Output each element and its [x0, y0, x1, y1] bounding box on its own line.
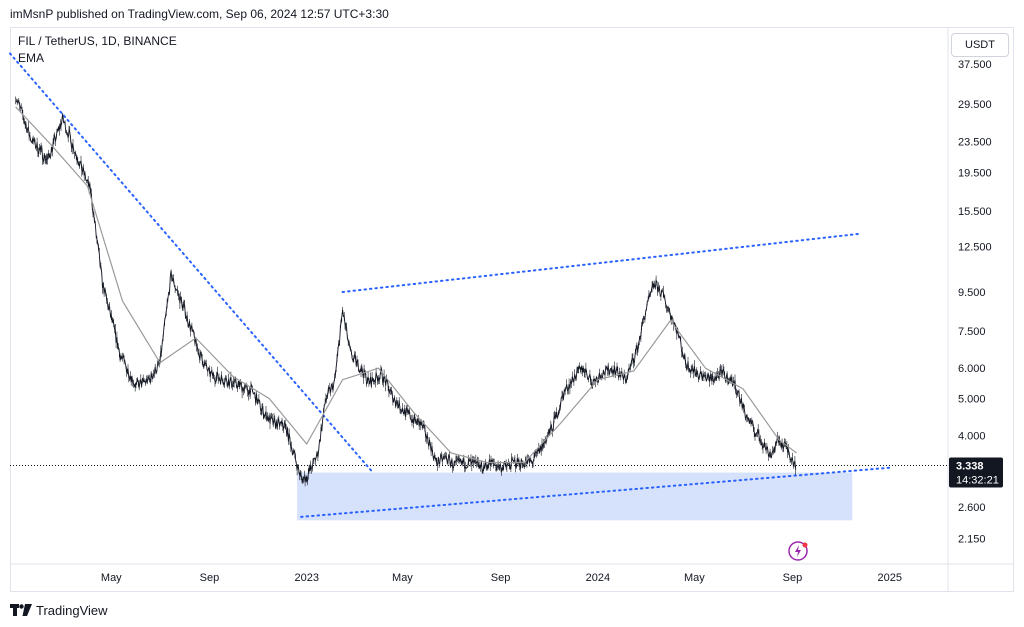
x-tick-label: May: [392, 572, 413, 584]
y-tick-label: 37.500: [958, 59, 992, 71]
x-tick-label: 2023: [294, 572, 318, 584]
ema-line: [15, 106, 797, 464]
demand-zone: [297, 472, 853, 521]
y-tick-label: 4.000: [958, 431, 986, 443]
x-tick-label: Sep: [491, 572, 511, 584]
x-tick-label: Sep: [783, 572, 803, 584]
tradingview-logo-icon: [10, 604, 32, 616]
price-wicks: [15, 96, 796, 487]
resistance-trendline: [341, 232, 862, 293]
chart-pane[interactable]: [10, 27, 1014, 592]
countdown-label: 14:32:21: [956, 475, 999, 487]
symbol-legend[interactable]: FIL / TetherUS, 1D, BINANCE: [18, 34, 177, 48]
published-caption: imMsnP published on TradingView.com, Sep…: [10, 7, 389, 21]
lightning-icon: [788, 541, 808, 561]
descending-trendline: [9, 52, 374, 474]
y-tick-label: 5.000: [958, 393, 986, 405]
y-tick-label: 2.150: [958, 534, 986, 546]
y-tick-label: 19.500: [958, 168, 992, 180]
price-series: [15, 100, 797, 483]
y-tick-label: 7.500: [958, 326, 986, 338]
y-tick-label: 2.600: [958, 502, 986, 514]
indicator-legend[interactable]: EMA: [18, 51, 45, 65]
x-tick-label: May: [684, 572, 705, 584]
notification-dot-icon: [802, 542, 808, 548]
y-tick-label: 12.500: [958, 241, 992, 253]
footer-brand: TradingView: [36, 602, 108, 618]
last-price-label: 3.338: [956, 461, 984, 473]
x-tick-label: 2024: [586, 572, 610, 584]
y-tick-label: 23.500: [958, 137, 992, 149]
support-trendline: [300, 466, 894, 518]
last-price-badge: [949, 457, 1003, 488]
y-tick-label: 15.500: [958, 206, 992, 218]
lightning-bolt-icon: [795, 545, 801, 557]
tradingview-footer[interactable]: TradingView: [10, 601, 108, 619]
x-tick-label: 2025: [878, 572, 902, 584]
y-tick-label: 6.000: [958, 363, 986, 375]
x-tick-label: May: [101, 572, 122, 584]
x-tick-label: Sep: [200, 572, 220, 584]
currency-button[interactable]: USDT: [951, 33, 1009, 57]
y-tick-label: 29.500: [958, 99, 992, 111]
y-tick-label: 9.500: [958, 287, 986, 299]
